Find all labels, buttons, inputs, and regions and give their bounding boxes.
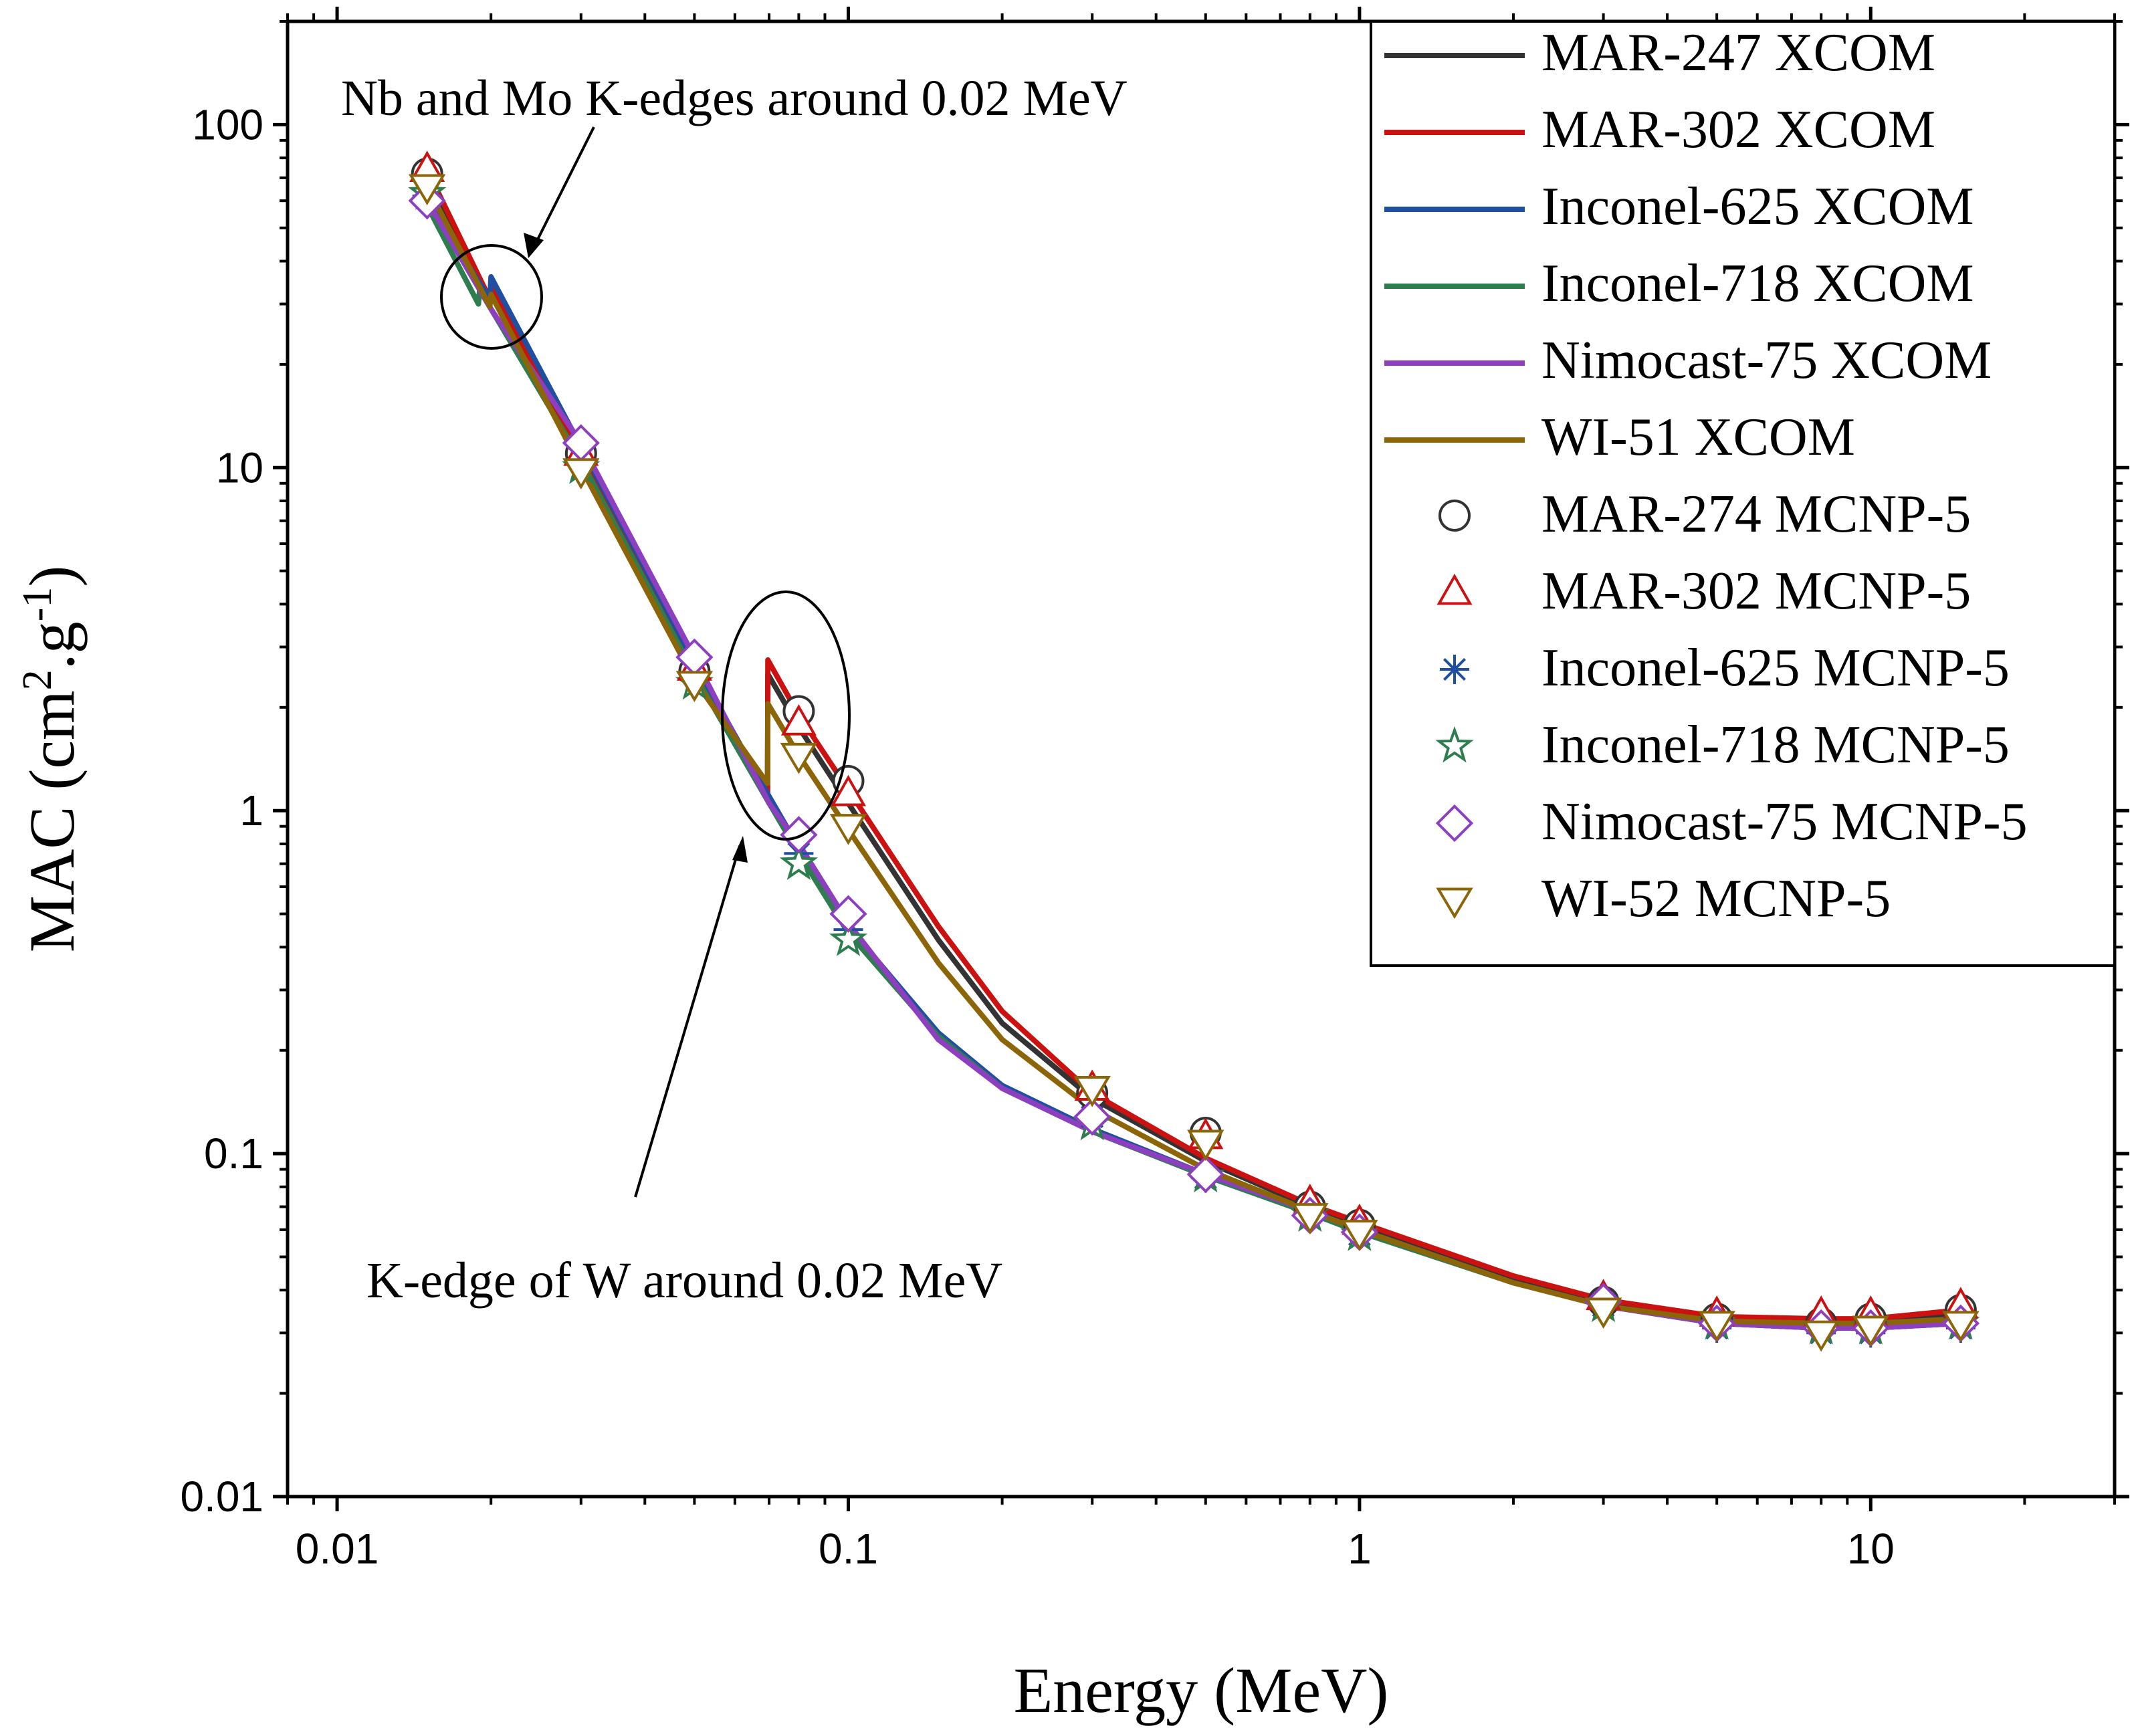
annotation-ellipse-nb-mo [440, 244, 543, 350]
y-axis-title-end: ) [16, 566, 88, 587]
y-axis-title-mid: .g [16, 621, 88, 669]
legend-swatch-inconel-625-mcnp-5 [1440, 655, 1469, 684]
y-axis-title-sup2: -1 [15, 587, 60, 622]
legend-label-wi-51-xcom: WI-51 XCOM [1541, 408, 1855, 467]
legend-label-inconel-718-xcom: Inconel-718 XCOM [1541, 254, 1974, 313]
marker-wi-52-mcnp-5 [1698, 1311, 1735, 1343]
legend-label-mar-274-mcnp-5: MAR-274 MCNP-5 [1541, 485, 1971, 544]
annotation-nb-mo-k-edges: Nb and Mo K-edges around 0.02 MeV [341, 70, 1128, 126]
y-tick-label: 0.01 [180, 1473, 263, 1521]
y-axis-title-main: MAC (cm [16, 690, 88, 952]
marker-inconel-718-mcnp-5 [829, 919, 868, 956]
legend-swatch-inconel-718-mcnp-5 [1435, 726, 1474, 763]
axis-ticks: 0.01 0.1 1 10 0.01 0.1 1 10 100 [180, 7, 2129, 1573]
legend-label-inconel-625-xcom: Inconel-625 XCOM [1541, 177, 1974, 236]
x-axis-title: Energy (MeV) [1014, 1654, 1389, 1726]
marker-wi-52-mcnp-5 [829, 814, 867, 845]
legend-swatch-mar-274-mcnp-5 [1438, 500, 1471, 532]
marker-wi-52-mcnp-5 [780, 742, 818, 774]
legend-label-mar-247-xcom: MAR-247 XCOM [1541, 23, 1935, 82]
legend-swatch-nimocast-75-mcnp-5 [1435, 804, 1474, 843]
marker-wi-52-mcnp-5 [1073, 1075, 1111, 1107]
annotation-arrowhead-2 [732, 836, 748, 863]
marker-wi-52-mcnp-5 [1291, 1203, 1329, 1234]
marker-wi-52-mcnp-5 [675, 671, 714, 702]
y-tick-label: 1 [239, 786, 263, 835]
series-line-mar-302-xcom [425, 168, 1961, 1322]
y-axis-title-sup1: 2 [15, 669, 60, 690]
marker-nimocast-75-mcnp-5 [1186, 1155, 1224, 1194]
annotation-arrow-2 [634, 845, 741, 1198]
legend-swatch-mar-302-mcnp-5 [1436, 573, 1473, 605]
annotation-arrowhead-1 [524, 233, 544, 258]
annotation-arrow-1 [532, 126, 595, 248]
series-line-wi-51-xcom [425, 185, 1961, 1326]
legend-label-mar-302-mcnp-5: MAR-302 MCNP-5 [1541, 562, 1971, 621]
legend-label-inconel-718-mcnp-5: Inconel-718 MCNP-5 [1541, 716, 2010, 774]
x-tick-label: 0.01 [296, 1525, 379, 1573]
marker-mar-302-mcnp-5 [780, 704, 817, 736]
y-tick-label: 0.1 [204, 1129, 263, 1178]
annotation-ellipse-w [721, 590, 851, 841]
y-tick-label: 100 [192, 100, 263, 148]
marker-nimocast-75-mcnp-5 [829, 895, 867, 933]
marker-wi-52-mcnp-5 [1802, 1320, 1840, 1352]
y-tick-label: 10 [216, 443, 263, 492]
marker-wi-52-mcnp-5 [562, 458, 600, 490]
legend-label-inconel-625-mcnp-5: Inconel-625 MCNP-5 [1541, 639, 2010, 697]
annotation-w-k-edge: K-edge of W around 0.02 MeV [366, 1253, 1002, 1309]
legend-label-nimocast-75-xcom: Nimocast-75 XCOM [1541, 331, 1992, 390]
series-lines [425, 168, 1961, 1331]
marker-inconel-718-mcnp-5 [779, 843, 819, 880]
series-markers [408, 150, 1980, 1352]
legend-label-wi-52-mcnp-5: WI-52 MCNP-5 [1541, 869, 1891, 928]
x-tick-label: 0.1 [819, 1525, 878, 1573]
legend: MAR-247 XCOM MAR-302 XCOM Inconel-625 XCOM… [1384, 23, 2028, 928]
legend-label-nimocast-75-mcnp-5: Nimocast-75 MCNP-5 [1541, 792, 2028, 851]
x-tick-label: 10 [1847, 1525, 1895, 1573]
marker-nimocast-75-mcnp-5 [1073, 1097, 1111, 1136]
legend-box [1370, 20, 2116, 967]
marker-mar-302-mcnp-5 [830, 774, 867, 806]
marker-wi-52-mcnp-5 [1942, 1311, 1980, 1343]
marker-wi-52-mcnp-5 [1852, 1315, 1890, 1347]
x-tick-label: 1 [1348, 1525, 1372, 1573]
marker-wi-52-mcnp-5 [1187, 1129, 1224, 1162]
legend-label-mar-302-xcom: MAR-302 XCOM [1541, 100, 1935, 159]
marker-wi-52-mcnp-5 [1584, 1297, 1622, 1329]
marker-wi-52-mcnp-5 [1341, 1220, 1378, 1251]
y-axis-title: MAC (cm2.g-1) [15, 566, 88, 953]
legend-swatch-wi-52-mcnp-5 [1436, 887, 1473, 919]
marker-wi-52-mcnp-5 [408, 174, 446, 206]
